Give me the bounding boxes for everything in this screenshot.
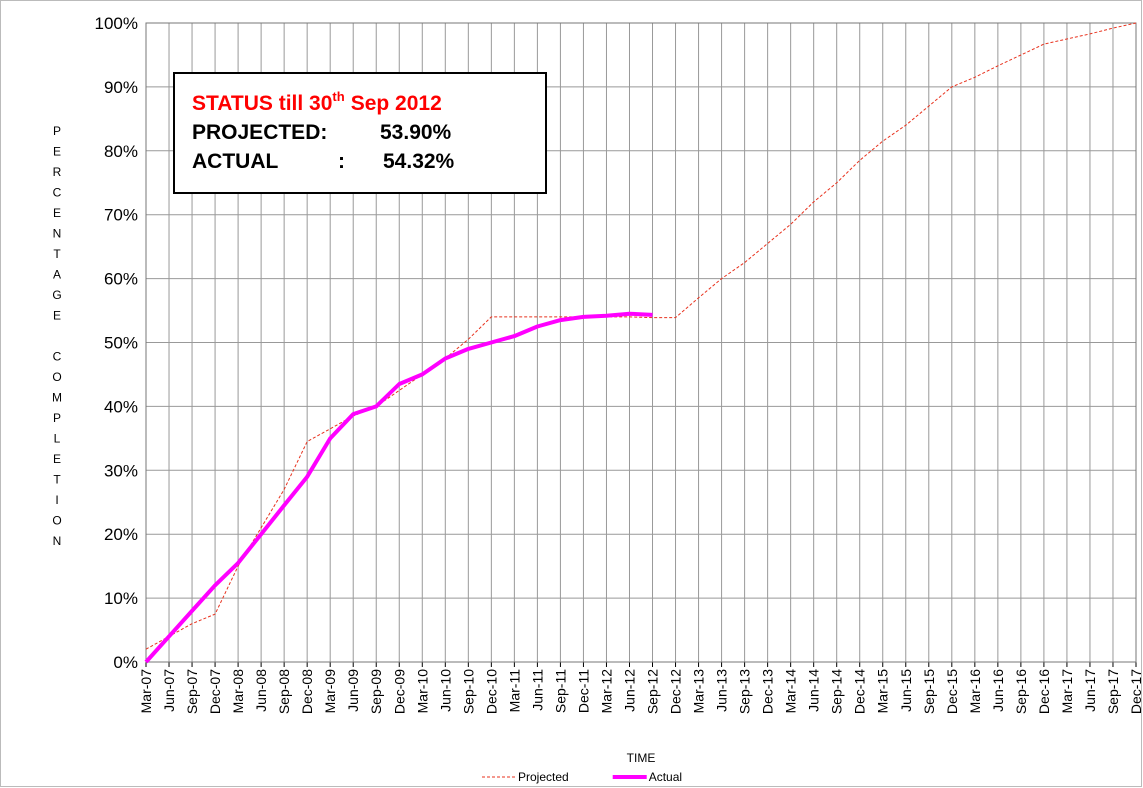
y-tick-label: 70% [104, 206, 138, 225]
x-tick-label: Dec-07 [207, 669, 223, 714]
actual-value: 54.32% [383, 150, 455, 173]
x-tick-label: Mar-15 [875, 669, 891, 714]
x-tick-label: Jun-12 [621, 669, 637, 712]
y-tick-label: 10% [104, 589, 138, 608]
y-tick-label: 20% [104, 525, 138, 544]
y-tick-label: 80% [104, 142, 138, 161]
x-tick-label: Mar-16 [967, 669, 983, 714]
series-line [145, 22, 1137, 650]
status-box [173, 72, 547, 194]
x-tick-label: Dec-08 [299, 669, 315, 714]
x-tick-label: Sep-08 [276, 669, 292, 714]
status-title: STATUS till 30th Sep 2012 [192, 89, 442, 115]
y-tick-label: 90% [104, 78, 138, 97]
x-tick-label: Mar-12 [598, 669, 614, 714]
x-tick-label: Jun-16 [990, 669, 1006, 712]
x-tick-label: Sep-12 [645, 669, 661, 714]
status-rest: Sep 2012 [351, 92, 442, 115]
x-tick-label: Sep-13 [737, 669, 753, 714]
x-tick-label: Dec-16 [1036, 669, 1052, 714]
y-tick-label: 60% [104, 270, 138, 289]
x-tick-label: Dec-10 [483, 669, 499, 714]
x-tick-label: Mar-08 [230, 669, 246, 714]
x-tick-label: Sep-10 [460, 669, 476, 714]
x-tick-label: Sep-17 [1105, 669, 1121, 714]
y-tick-label: 100% [95, 14, 138, 33]
x-tick-label: Mar-07 [138, 669, 154, 714]
series-line [144, 311, 653, 664]
y-tick-label: 50% [104, 334, 138, 353]
x-tick-label: Dec-11 [575, 669, 591, 713]
x-tick-label: Sep-07 [184, 669, 200, 714]
x-tick-label: Jun-11 [529, 669, 545, 711]
x-tick-label: Mar-13 [691, 669, 707, 714]
x-tick-label: Dec-09 [391, 669, 407, 714]
x-tick-label: Jun-13 [714, 669, 730, 712]
actual-label: ACTUAL [192, 150, 278, 173]
x-tick-label: Sep-14 [829, 669, 845, 714]
x-tick-label: Sep-09 [368, 669, 384, 714]
status-sup: th [332, 89, 344, 104]
y-tick-label: 40% [104, 397, 138, 416]
x-tick-label: Jun-08 [253, 669, 269, 712]
x-tick-label: Jun-15 [898, 669, 914, 712]
x-tick-label: Jun-09 [345, 669, 361, 712]
x-tick-label: Mar-17 [1059, 669, 1075, 714]
x-tick-label: Sep-15 [921, 669, 937, 714]
x-tick-label: Jun-14 [806, 669, 822, 712]
x-axis-label: TIME [627, 751, 656, 765]
x-tick-label: Jun-10 [437, 669, 453, 712]
x-tick-label: Dec-14 [852, 669, 868, 714]
x-tick-label: Mar-14 [783, 669, 799, 714]
x-tick-label: Mar-09 [322, 669, 338, 714]
x-tick-label: Mar-11 [506, 669, 522, 713]
y-tick-label: 30% [104, 461, 138, 480]
actual-sep: : [338, 150, 345, 173]
projected-label: PROJECTED: [192, 121, 327, 144]
x-tick-label: Dec-17 [1128, 669, 1143, 714]
x-tick-label: Dec-13 [760, 669, 776, 714]
x-tick-label: Jun-07 [161, 669, 177, 712]
legend-label: Actual [649, 770, 682, 784]
x-tick-label: Sep-11 [552, 669, 568, 713]
y-axis-label: PERCENTAGE COMPLETION [50, 124, 64, 555]
status-text: STATUS till 30 [192, 92, 332, 115]
x-tick-label: Jun-17 [1082, 669, 1098, 712]
x-tick-label: Mar-10 [414, 669, 430, 714]
y-tick-label: 0% [113, 653, 138, 672]
legend-label: Projected [518, 770, 569, 784]
x-tick-label: Dec-15 [944, 669, 960, 714]
x-tick-label: Dec-12 [668, 669, 684, 714]
projected-value: 53.90% [380, 121, 452, 144]
plot-frame [145, 22, 1137, 663]
x-tick-label: Sep-16 [1013, 669, 1029, 714]
